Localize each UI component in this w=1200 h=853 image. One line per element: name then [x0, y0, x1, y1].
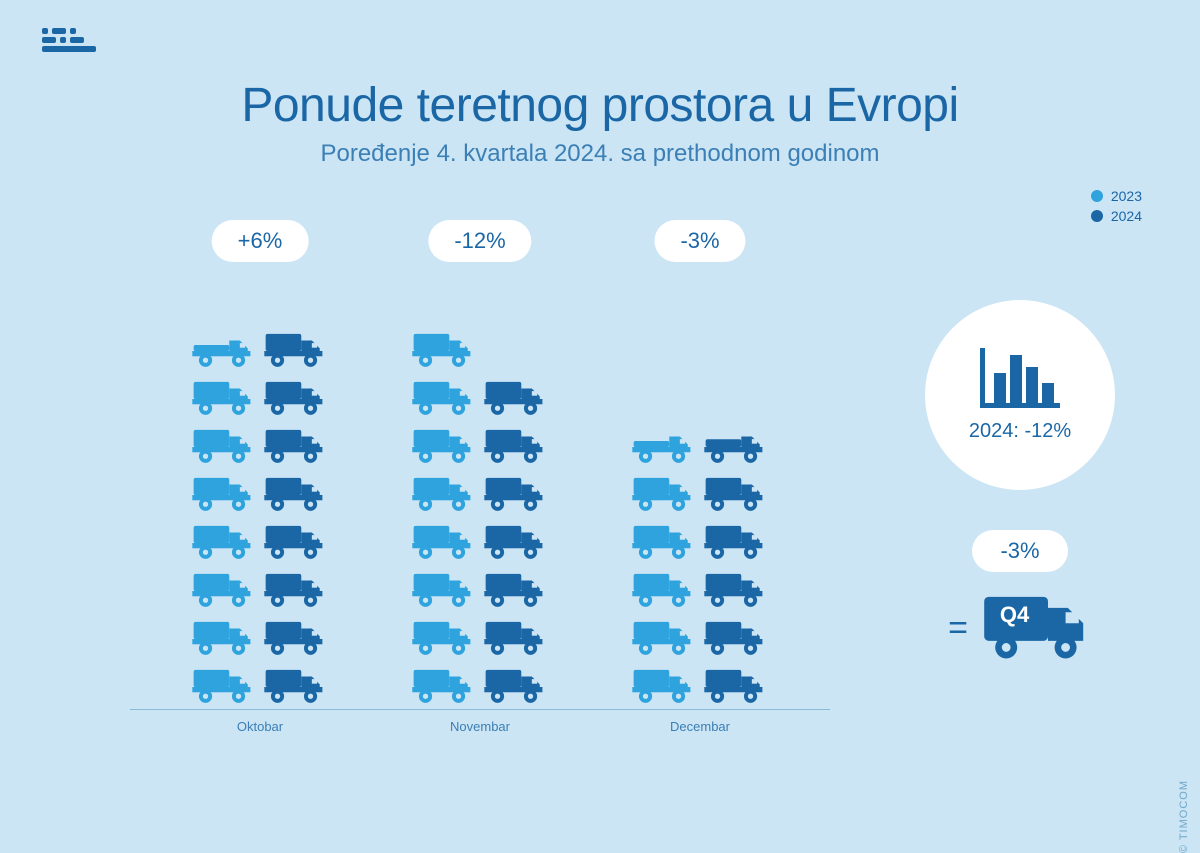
month-label: Novembar — [380, 719, 580, 734]
stacks — [409, 325, 551, 709]
summary-circle: 2024: -12% — [925, 300, 1115, 490]
truck-icon — [481, 565, 551, 613]
month-group: +6% — [160, 220, 360, 740]
legend-label: 2023 — [1111, 188, 1142, 204]
chart: +6% — [130, 220, 830, 740]
truck-icon — [409, 325, 479, 373]
truck-icon — [189, 325, 259, 373]
copyright: © TIMOCOM — [1178, 780, 1190, 853]
month-group: -3% — [600, 220, 800, 740]
summary-circle-label: 2024: -12% — [969, 420, 1071, 443]
truck-icon — [189, 661, 259, 709]
legend-swatch-icon — [1091, 190, 1103, 202]
truck-stack — [629, 421, 699, 709]
truck-icon — [261, 517, 331, 565]
truck-stack — [189, 325, 259, 709]
mini-bar — [1026, 367, 1038, 403]
mini-bar — [1010, 355, 1022, 403]
truck-icon — [409, 661, 479, 709]
truck-icon — [629, 565, 699, 613]
legend-swatch-icon — [1091, 210, 1103, 222]
truck-icon — [189, 517, 259, 565]
truck-icon — [189, 565, 259, 613]
truck-icon — [409, 517, 479, 565]
legend: 2023 2024 — [1091, 188, 1142, 228]
truck-stack — [481, 373, 551, 709]
month-label: Oktobar — [160, 719, 360, 734]
truck-icon — [261, 661, 331, 709]
change-badge: -3% — [654, 220, 745, 262]
truck-icon — [409, 565, 479, 613]
q4-truck-icon: Q4 — [982, 590, 1092, 667]
equals-icon: = — [948, 609, 968, 648]
truck-icon — [629, 421, 699, 469]
month-label: Decembar — [600, 719, 800, 734]
truck-icon — [701, 565, 771, 613]
q4-truck-label: Q4 — [1000, 602, 1029, 628]
bar-chart-icon — [980, 348, 1060, 408]
truck-stack — [409, 325, 479, 709]
truck-icon — [481, 469, 551, 517]
q4-summary: -3% = Q4 — [910, 530, 1130, 667]
truck-icon — [481, 373, 551, 421]
truck-icon — [189, 373, 259, 421]
truck-icon — [629, 661, 699, 709]
truck-icon — [261, 469, 331, 517]
stacks — [629, 421, 771, 709]
truck-icon — [481, 613, 551, 661]
truck-icon — [629, 517, 699, 565]
truck-icon — [409, 373, 479, 421]
truck-stack — [261, 325, 331, 709]
change-badge: -12% — [428, 220, 531, 262]
truck-icon — [701, 421, 771, 469]
truck-icon — [261, 373, 331, 421]
stacks — [189, 325, 331, 709]
truck-icon — [189, 421, 259, 469]
truck-icon — [409, 469, 479, 517]
truck-stack — [701, 421, 771, 709]
truck-icon — [701, 661, 771, 709]
truck-icon — [629, 469, 699, 517]
truck-icon — [261, 613, 331, 661]
page-title: Ponude teretnog prostora u Evropi — [0, 78, 1200, 133]
truck-icon — [261, 421, 331, 469]
truck-icon — [701, 517, 771, 565]
truck-icon — [481, 661, 551, 709]
truck-icon — [261, 565, 331, 613]
truck-icon — [409, 421, 479, 469]
truck-icon — [261, 325, 331, 373]
truck-icon — [189, 469, 259, 517]
truck-icon — [409, 613, 479, 661]
truck-icon — [481, 421, 551, 469]
mini-bar — [994, 373, 1006, 403]
truck-icon — [701, 613, 771, 661]
truck-icon — [481, 517, 551, 565]
legend-item: 2024 — [1091, 208, 1142, 224]
truck-icon — [189, 613, 259, 661]
legend-item: 2023 — [1091, 188, 1142, 204]
change-badge: +6% — [212, 220, 309, 262]
month-group: -12% — [380, 220, 580, 740]
brand-logo — [42, 28, 102, 56]
legend-label: 2024 — [1111, 208, 1142, 224]
mini-bar — [1042, 383, 1054, 403]
truck-icon — [701, 469, 771, 517]
summary-panel: 2024: -12% -3% = Q4 — [910, 300, 1130, 667]
page-subtitle: Poređenje 4. kvartala 2024. sa prethodno… — [0, 140, 1200, 168]
q4-badge: -3% — [972, 530, 1067, 572]
truck-icon — [629, 613, 699, 661]
